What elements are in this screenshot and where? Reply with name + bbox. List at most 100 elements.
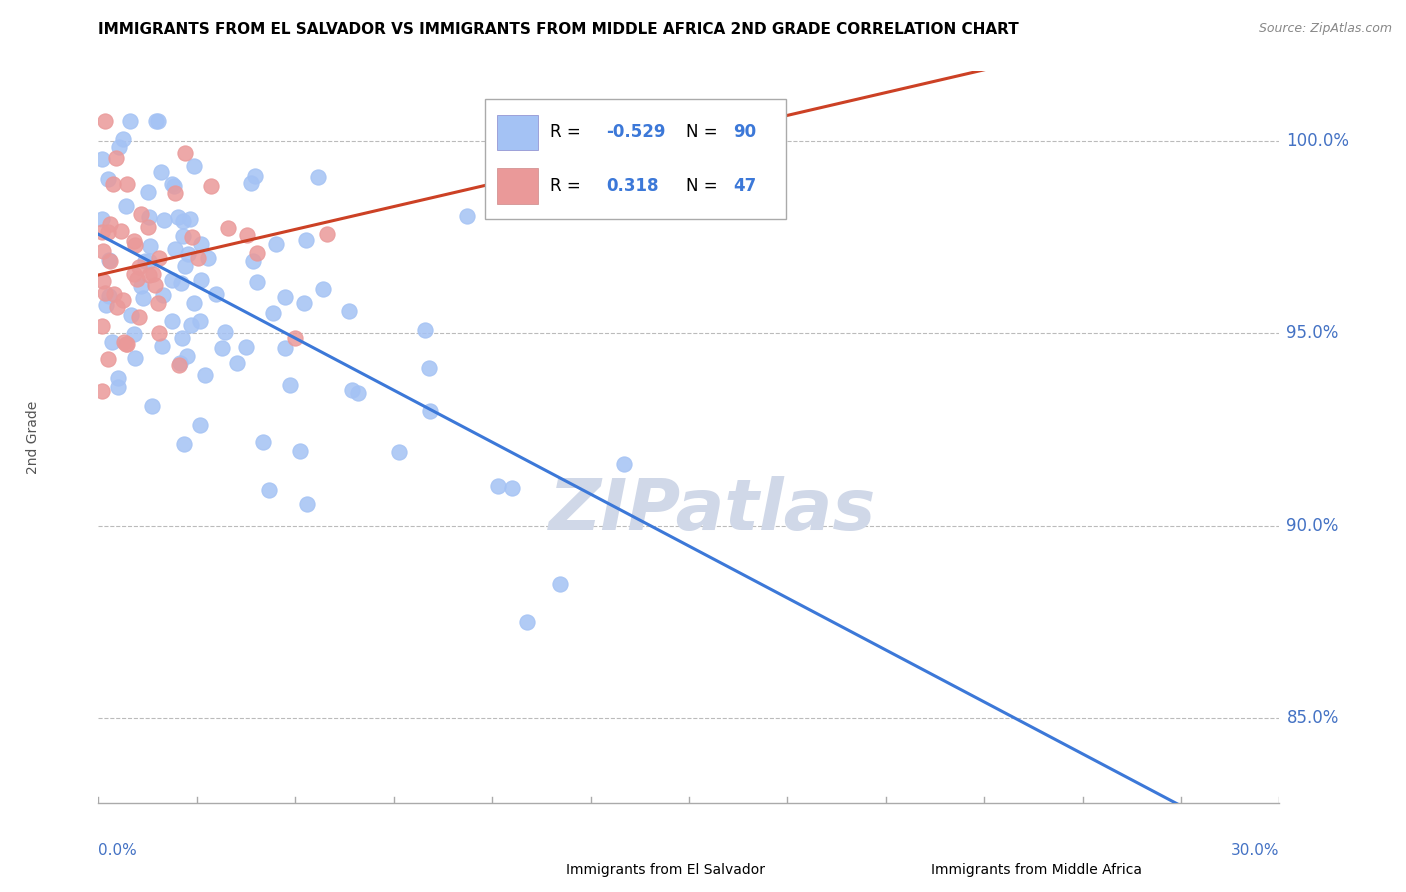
Point (132, 291, 155, 305)
Point (204, 286, 226, 301)
Point (419, 403, 441, 417)
Point (152, 288, 174, 302)
Point (105, 152, 128, 166)
Point (131, 207, 153, 221)
Point (97, 225, 120, 239)
Point (100, 334, 122, 349)
Point (172, 214, 194, 228)
Point (136, 185, 159, 199)
Point (273, 290, 295, 304)
Text: 0.0%: 0.0% (98, 843, 138, 858)
Point (163, 179, 186, 194)
Point (239, 176, 262, 190)
Point (263, 306, 285, 320)
Point (188, 417, 211, 432)
Point (516, 615, 538, 629)
Point (176, 349, 198, 363)
Point (347, 385, 370, 400)
Point (190, 273, 212, 287)
Point (91, 384, 114, 398)
Point (121, 308, 143, 322)
Point (315, 227, 337, 242)
Point (418, 360, 440, 375)
Point (181, 229, 204, 244)
Point (136, 220, 159, 235)
Point (107, 380, 129, 394)
Point (138, 253, 160, 268)
Point (115, 177, 138, 191)
Point (602, 114, 624, 128)
Point (173, 437, 195, 451)
Text: 85.0%: 85.0% (1286, 709, 1339, 727)
Point (194, 368, 217, 382)
Point (160, 273, 183, 287)
Point (295, 233, 318, 247)
Point (173, 146, 195, 161)
Point (146, 295, 169, 310)
Point (91, 244, 114, 258)
Point (177, 247, 200, 261)
Point (167, 210, 190, 224)
Point (148, 251, 170, 265)
Point (180, 318, 202, 333)
Point (501, 482, 523, 496)
Point (246, 275, 269, 289)
Point (243, 169, 266, 183)
Point (252, 434, 274, 449)
Point (101, 178, 124, 192)
Point (284, 331, 307, 345)
Point (153, 212, 176, 227)
Point (91, 319, 114, 334)
Point (91, 152, 114, 166)
Point (486, 478, 509, 492)
Point (548, 576, 571, 591)
Point (173, 228, 195, 243)
Point (107, 371, 129, 385)
Point (190, 314, 212, 328)
Point (97, 288, 120, 302)
Text: Immigrants from El Salvador: Immigrants from El Salvador (565, 863, 765, 877)
Point (236, 228, 259, 243)
Text: ZIPatlas: ZIPatlas (548, 475, 876, 545)
Text: Immigrants from Middle Africa: Immigrants from Middle Africa (932, 863, 1143, 877)
Point (94, 114, 117, 128)
Point (91, 274, 114, 288)
Point (163, 242, 186, 256)
Point (242, 254, 264, 268)
Point (245, 246, 267, 260)
Point (183, 159, 205, 173)
Point (127, 271, 149, 285)
Point (456, 209, 478, 223)
Point (110, 224, 132, 238)
Point (91, 226, 114, 240)
Point (214, 325, 236, 339)
Point (98, 252, 121, 267)
Point (115, 198, 138, 212)
Text: 95.0%: 95.0% (1286, 324, 1339, 343)
Point (278, 378, 301, 392)
Point (142, 267, 165, 281)
Point (94, 285, 117, 300)
Text: Source: ZipAtlas.com: Source: ZipAtlas.com (1258, 22, 1392, 36)
Point (217, 220, 239, 235)
Point (124, 351, 146, 365)
Point (197, 251, 219, 265)
Point (131, 278, 153, 293)
Point (139, 239, 162, 253)
Point (307, 170, 329, 185)
Point (235, 340, 257, 354)
Point (200, 178, 222, 193)
Point (128, 260, 150, 275)
Point (274, 342, 297, 356)
Point (94, 298, 117, 312)
Point (150, 339, 173, 353)
Point (134, 254, 156, 268)
Point (138, 210, 160, 224)
Point (107, 140, 129, 154)
Point (141, 399, 163, 413)
Point (98, 254, 121, 268)
Text: 2nd Grade: 2nd Grade (27, 401, 41, 474)
Point (96, 351, 118, 366)
Point (162, 314, 184, 328)
Point (143, 278, 166, 293)
